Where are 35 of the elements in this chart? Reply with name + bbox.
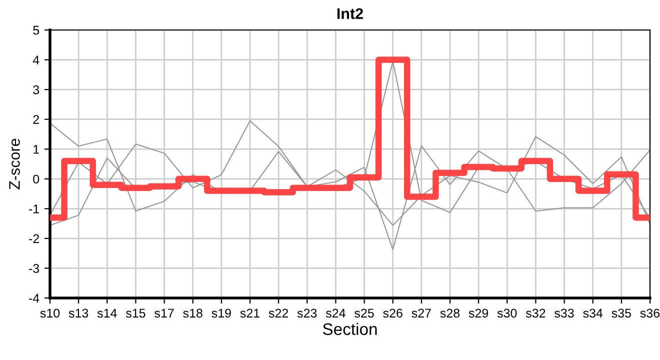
y-tick-label: 1	[34, 145, 39, 154]
x-tick-label: s29	[468, 308, 488, 318]
x-tick-label: s28	[440, 308, 460, 318]
x-tick-label: s17	[154, 308, 174, 318]
x-tick-label: s23	[297, 308, 317, 318]
x-tick-label: s25	[354, 308, 374, 318]
x-tick-label: s15	[126, 308, 146, 318]
x-tick-label: s33	[554, 308, 574, 318]
y-tick-label: -1	[29, 204, 39, 214]
y-tick-label: 4	[32, 56, 40, 64]
x-tick-label: s24	[326, 308, 346, 318]
y-tick-label: -4	[29, 294, 40, 303]
x-tick-label: s30	[497, 308, 517, 318]
x-tick-label: s32	[526, 308, 546, 318]
x-tick-label: s22	[268, 308, 288, 318]
x-tick-label: s35	[612, 308, 631, 318]
x-tick-label: s34	[583, 308, 603, 318]
y-tick-label: 0	[33, 174, 40, 184]
x-tick-label: s26	[383, 308, 402, 318]
x-tick-label: s21	[240, 308, 260, 318]
y-axis-title: Z-score	[9, 138, 20, 190]
x-tick-label: s10	[40, 308, 60, 318]
x-tick-label: s19	[212, 308, 231, 318]
x-tick-label: s14	[97, 308, 117, 318]
y-tick-label: -2	[29, 234, 39, 243]
y-tick-label: -3	[29, 264, 40, 273]
x-tick-label: s36	[640, 308, 660, 318]
y-tick-label: 2	[33, 115, 39, 124]
x-tick-label: s27	[412, 308, 431, 318]
y-tick-label: 3	[33, 85, 40, 94]
y-tick-label: 5	[33, 26, 40, 35]
x-tick-label: s18	[183, 308, 202, 318]
x-axis-title: Section	[322, 322, 377, 336]
x-tick-label: s13	[68, 308, 88, 318]
chart-title: Int2	[337, 8, 363, 20]
